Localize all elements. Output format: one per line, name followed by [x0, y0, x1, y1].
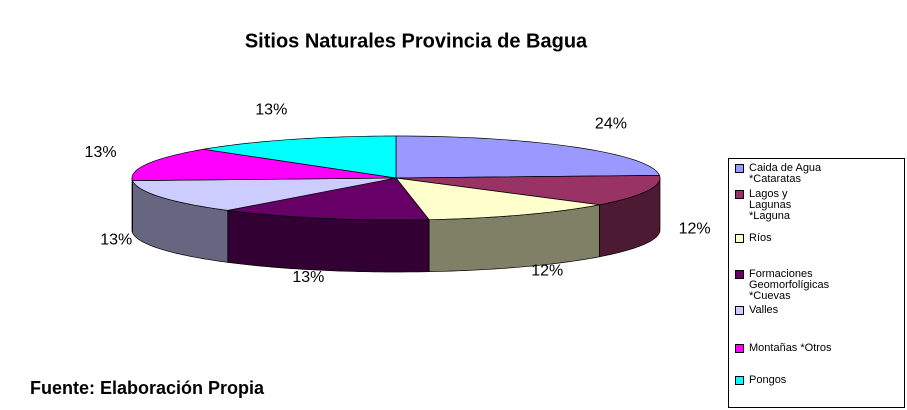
- legend-item: Valles: [735, 305, 895, 316]
- source-note: Fuente: Elaboración Propia: [30, 378, 265, 398]
- slice: [395, 177, 600, 221]
- legend: Caida de Agua *Cataratas Lagos y Lagunas …: [728, 158, 905, 408]
- data-label: 13%: [255, 101, 287, 118]
- data-label: 13%: [100, 231, 132, 248]
- legend-swatch: [735, 344, 744, 353]
- legend-item: Caida de Agua *Cataratas: [735, 163, 895, 185]
- legend-label: Valles: [749, 304, 779, 316]
- legend-label: Lagos y Lagunas *Laguna: [749, 188, 792, 222]
- legend-swatch: [735, 190, 744, 199]
- slice: [131, 148, 397, 181]
- legend-item: Lagos y Lagunas *Laguna: [735, 189, 895, 222]
- legend-swatch: [735, 306, 744, 315]
- legend-swatch: [735, 376, 744, 385]
- legend-swatch: [735, 234, 744, 243]
- slice: [227, 177, 430, 221]
- legend-label: Ríos: [749, 232, 772, 244]
- legend-label: Montañas *Otros: [749, 342, 832, 354]
- slice: [131, 177, 397, 211]
- data-label: 12%: [679, 221, 711, 238]
- chart-title: Sitios Naturales Provincia de Bagua: [245, 30, 588, 52]
- legend-item: Ríos: [735, 233, 895, 244]
- legend-item: Pongos: [735, 375, 895, 386]
- data-label: 13%: [85, 144, 117, 161]
- slice: [203, 135, 397, 179]
- legend-swatch: [735, 270, 744, 279]
- legend-label: Caida de Agua *Cataratas: [749, 162, 822, 185]
- legend-item: Montañas *Otros: [735, 343, 895, 354]
- data-label: 24%: [595, 115, 627, 132]
- legend-label: Pongos: [749, 374, 787, 386]
- data-label: 12%: [531, 263, 563, 280]
- data-label: 13%: [292, 269, 324, 286]
- slice: [395, 175, 661, 206]
- legend-swatch: [735, 164, 744, 173]
- slice-side: [131, 178, 133, 233]
- legend-label: Formaciones Geomorfolígicas *Cuevas: [749, 268, 830, 302]
- legend-item: Formaciones Geomorfolígicas *Cuevas: [735, 269, 895, 302]
- slice: [395, 135, 661, 179]
